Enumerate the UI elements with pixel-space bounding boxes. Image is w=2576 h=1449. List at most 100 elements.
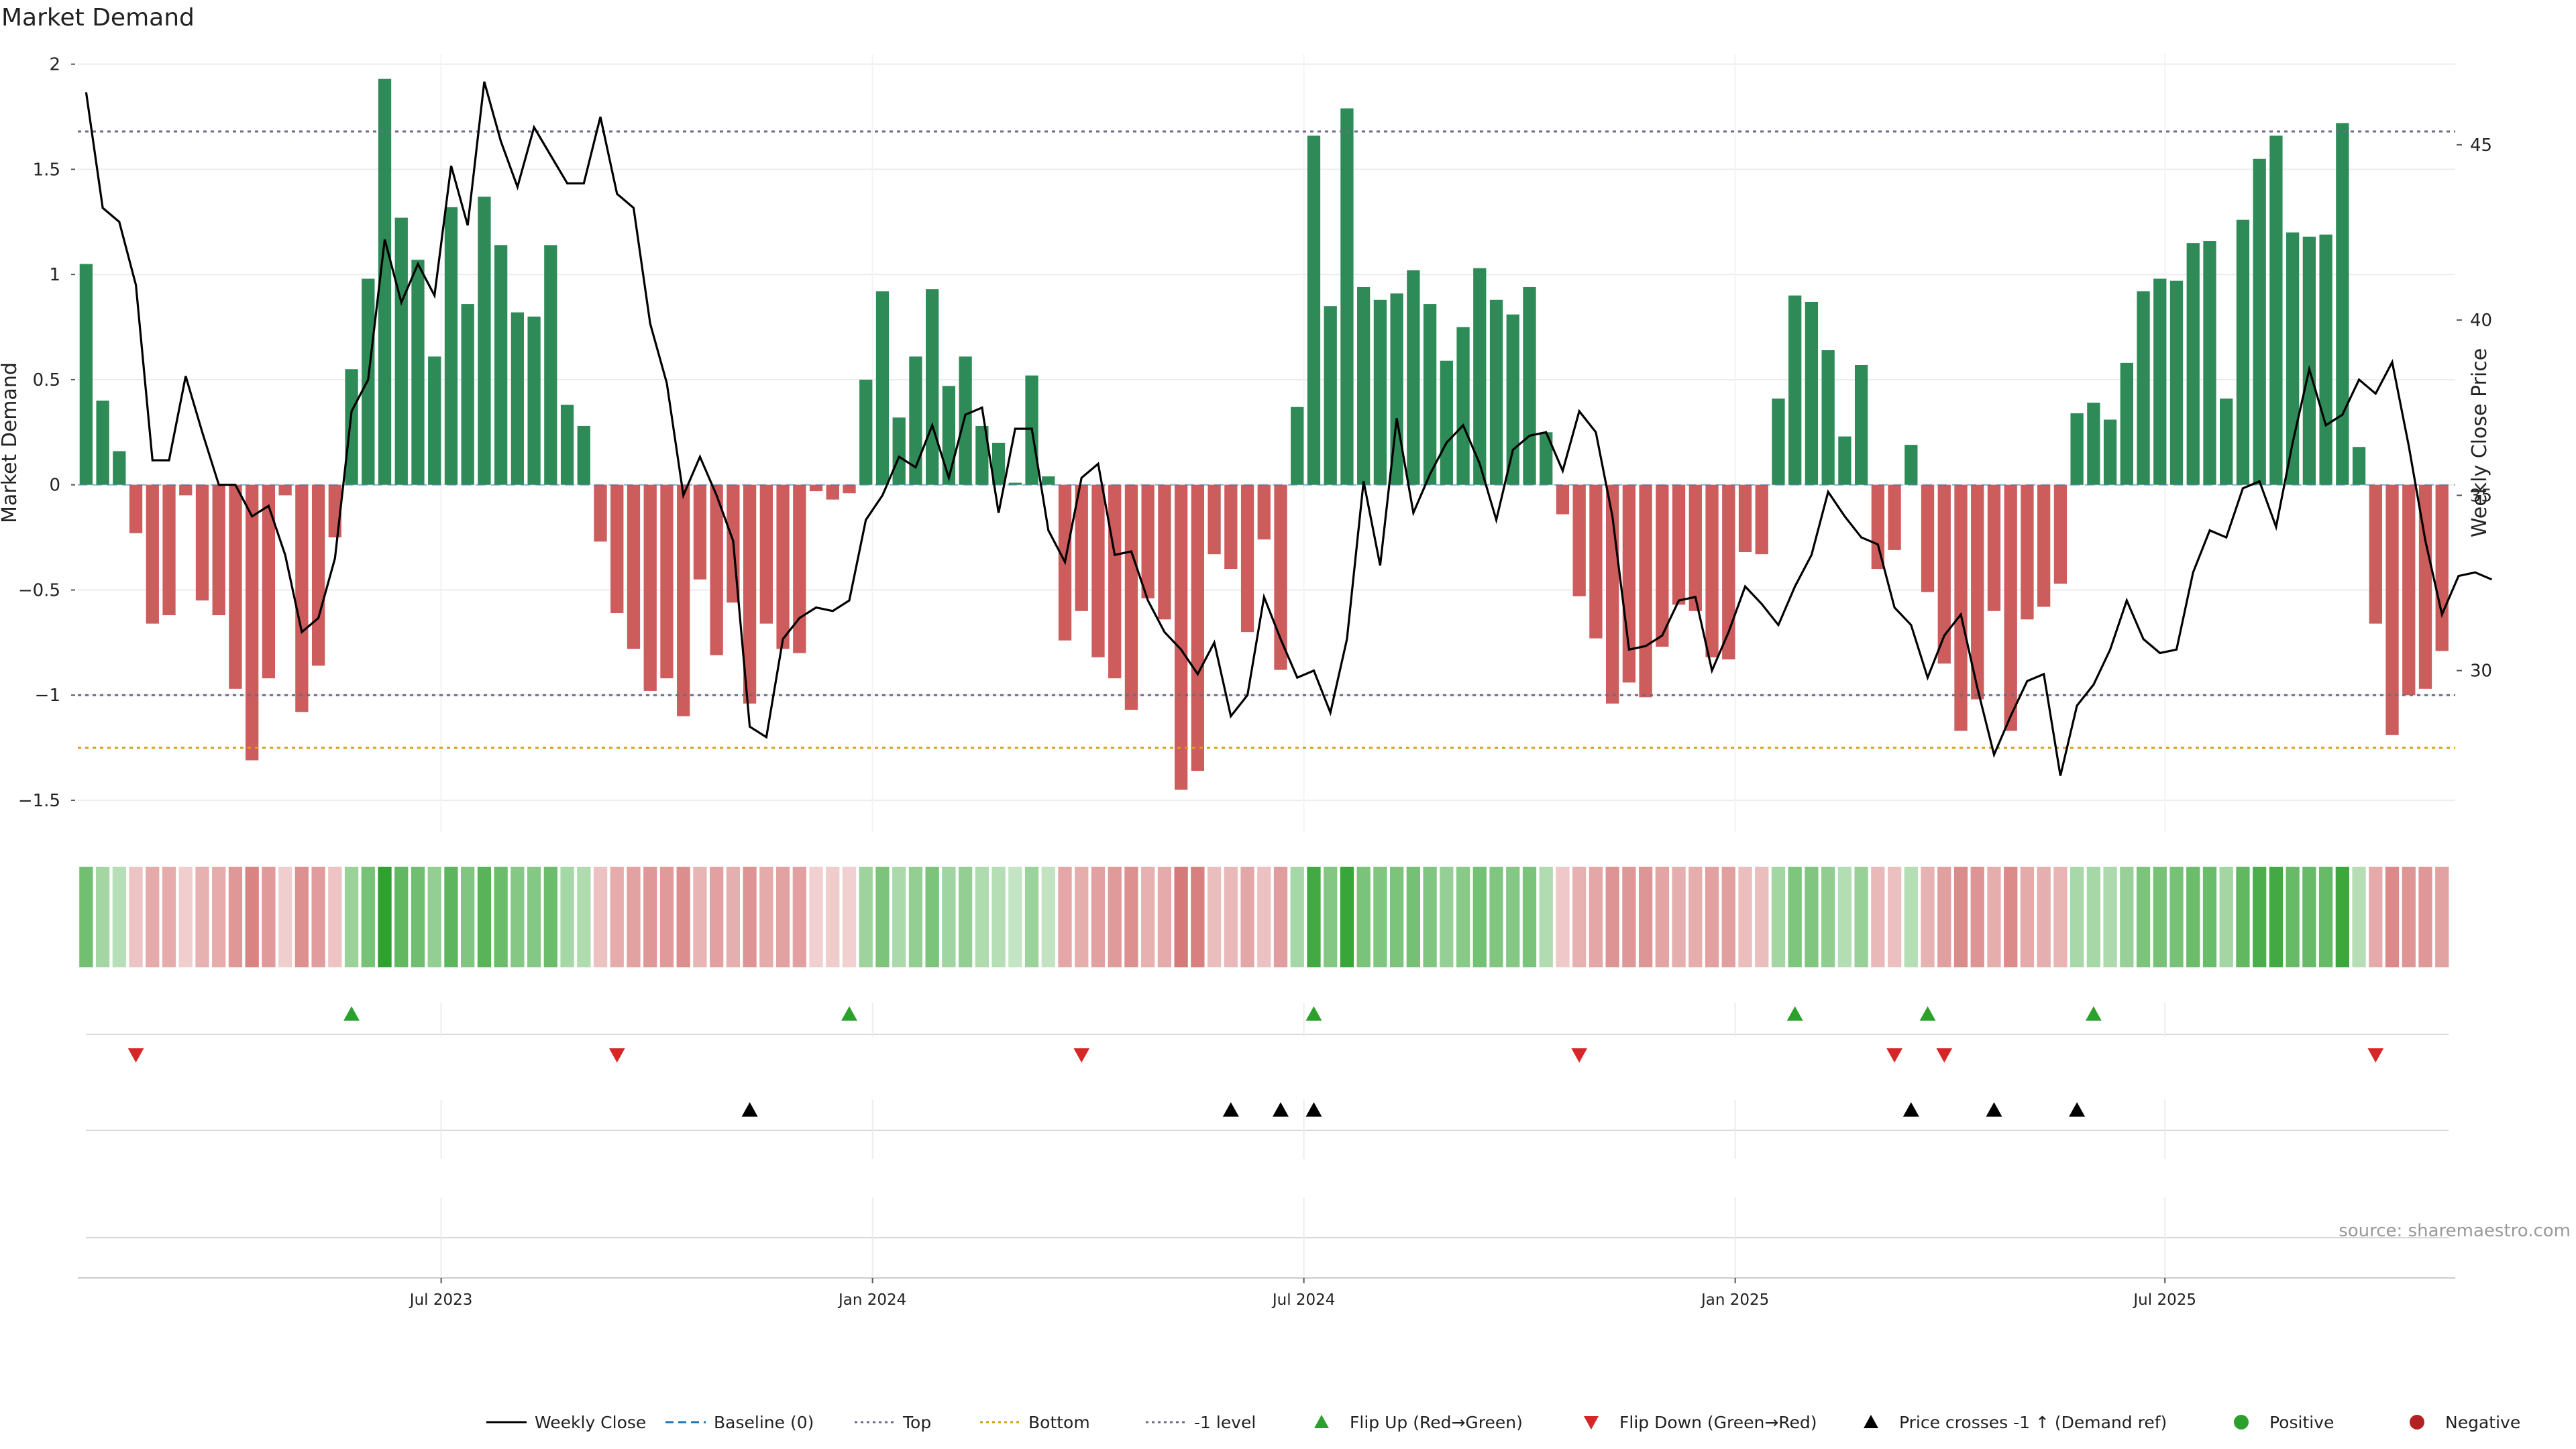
strip-cell: [2236, 867, 2250, 967]
flip-down-marker: [1073, 1048, 1090, 1063]
strip-cell: [1672, 867, 1686, 967]
strip-cell: [1456, 867, 1470, 967]
strip-cell: [2136, 867, 2151, 967]
demand-bar: [2021, 484, 2034, 620]
demand-color-strip: [79, 867, 2449, 967]
demand-bars: [79, 78, 2449, 790]
strip-cell: [2219, 867, 2233, 967]
strip-cell: [1506, 867, 1520, 967]
demand-bar: [826, 484, 839, 500]
strip-cell: [1937, 867, 1951, 967]
demand-bar: [1124, 484, 1138, 710]
legend-label: Weekly Close: [535, 1413, 646, 1432]
strip-cell: [1108, 867, 1122, 967]
strip-cell: [2037, 867, 2051, 967]
demand-bar: [1307, 136, 1321, 485]
strip-cell: [1141, 867, 1155, 967]
legend-label: Positive: [2269, 1413, 2334, 1432]
demand-bar: [229, 484, 242, 689]
strip-cell: [2402, 867, 2416, 967]
demand-bar: [378, 78, 392, 485]
strip-cell: [178, 867, 193, 967]
y-tick-label: 2: [49, 55, 60, 75]
strip-cell: [1324, 867, 1338, 967]
demand-bar: [212, 484, 225, 616]
y-tick-label: −1.5: [18, 791, 60, 811]
demand-bar: [1407, 270, 1420, 485]
strip-cell: [95, 867, 110, 967]
strip-cell: [1688, 867, 1703, 967]
demand-bar: [2385, 484, 2399, 735]
demand-bar: [2087, 402, 2100, 485]
demand-bar: [1622, 484, 1636, 683]
flip-up-marker: [1305, 1006, 1322, 1021]
strip-cell: [1854, 867, 1868, 967]
strip-cell: [826, 867, 840, 967]
main-panel: 2 1.5 1 0.5 0 −0.5 −1 −1.5 45 40 35 30: [18, 54, 2492, 832]
strip-cell: [1406, 867, 1421, 967]
strip-cell: [1755, 867, 1769, 967]
strip-cell: [809, 867, 823, 967]
strip-cell: [411, 867, 425, 967]
y-tick-label: −0.5: [18, 580, 60, 600]
demand-bar: [693, 484, 707, 580]
strip-cell: [129, 867, 143, 967]
demand-bar: [1971, 484, 1984, 700]
strip-cell: [710, 867, 724, 967]
demand-bar: [1224, 484, 1238, 570]
demand-bar: [2236, 219, 2250, 485]
strip-cell: [1921, 867, 1935, 967]
strip-cell: [361, 867, 375, 967]
strip-cell: [162, 867, 176, 967]
demand-bar: [1954, 484, 1968, 731]
demand-bar: [2120, 362, 2133, 485]
strip-cell: [1539, 867, 1553, 967]
demand-bar: [776, 484, 790, 649]
strip-cell: [693, 867, 707, 967]
strip-cell: [1953, 867, 1968, 967]
demand-bar: [1838, 436, 1851, 485]
demand-bar: [1357, 287, 1371, 485]
strip-cell: [195, 867, 209, 967]
flip-up-marker: [1919, 1006, 1936, 1021]
event-markers-panel: [86, 1003, 2449, 1278]
demand-bar: [1722, 484, 1735, 659]
demand-bar: [1042, 476, 1055, 485]
strip-cell: [245, 867, 259, 967]
flip-down-marker: [1936, 1048, 1953, 1063]
demand-bar: [710, 484, 723, 655]
strip-cell: [1356, 867, 1371, 967]
demand-bar: [1688, 484, 1702, 611]
demand-bar: [959, 356, 972, 485]
strip-cell: [1805, 867, 1819, 967]
legend-swatch-flip-down: [1584, 1416, 1599, 1430]
strip-cell: [378, 867, 392, 967]
demand-bar: [759, 484, 773, 624]
strip-cell: [311, 867, 325, 967]
flip-up-marker: [841, 1006, 858, 1021]
demand-bar: [345, 369, 358, 485]
demand-bar: [875, 291, 890, 485]
strip-cell: [759, 867, 773, 967]
demand-bar: [1291, 407, 1304, 485]
demand-bar: [560, 405, 574, 485]
demand-bar: [2186, 243, 2200, 485]
y-tick-label: 0.5: [33, 370, 60, 390]
demand-bar: [1572, 484, 1586, 596]
strip-cell: [278, 867, 292, 967]
price-cross-marker: [2069, 1102, 2086, 1117]
legend-label: -1 level: [1194, 1413, 1256, 1432]
strip-cell: [875, 867, 890, 967]
strip-cell: [1556, 867, 1570, 967]
demand-bar: [1888, 484, 1901, 550]
demand-bar: [843, 484, 856, 494]
strip-cell: [1987, 867, 2001, 967]
strip-cell: [212, 867, 226, 967]
demand-bar: [2336, 123, 2349, 485]
demand-bar: [809, 484, 823, 492]
strip-cell: [859, 867, 873, 967]
demand-bar: [1208, 484, 1221, 555]
demand-bar: [411, 260, 425, 485]
strip-cell: [1440, 867, 1454, 967]
